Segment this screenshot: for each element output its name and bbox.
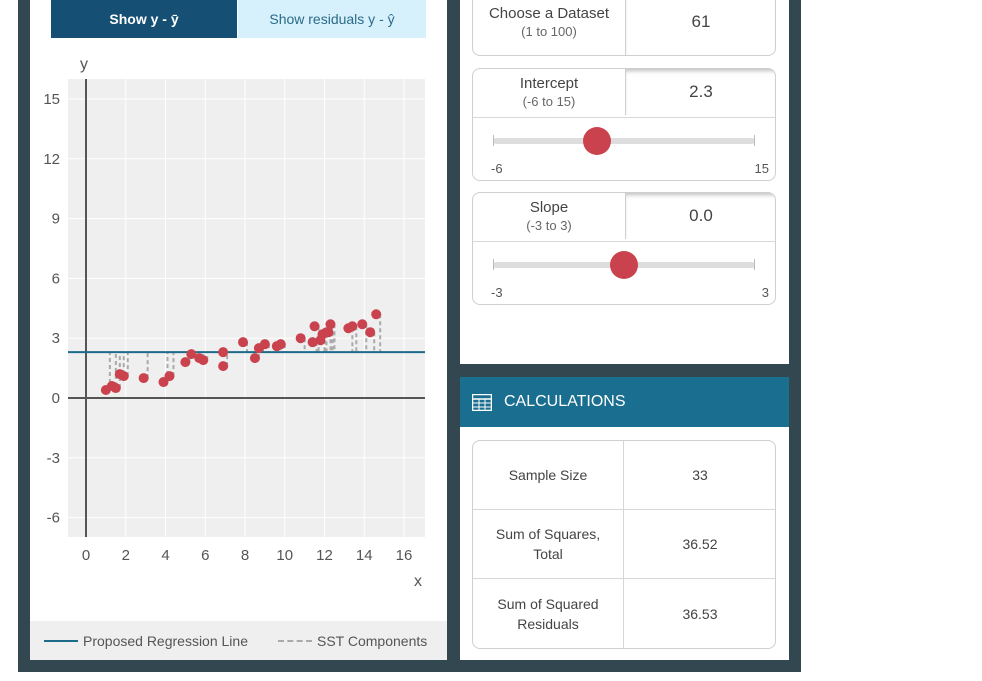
intercept-slider[interactable]: -6 15	[473, 117, 775, 180]
intercept-card: Intercept (-6 to 15) 2.3 -6 15	[472, 68, 776, 181]
data-point	[347, 321, 358, 332]
data-point	[218, 361, 229, 372]
legend-sst-label: SST Components	[317, 632, 428, 649]
intercept-label: Intercept	[519, 75, 579, 92]
calculations-body: Sample Size 33 Sum of Squares, Total 36.…	[460, 427, 789, 660]
table-row: Sum of Squared Residuals 36.53	[473, 579, 775, 648]
x-tick-label: 4	[161, 547, 169, 564]
dataset-label-box: Choose a Dataset (1 to 100)	[473, 0, 625, 55]
dataset-range: (1 to 100)	[521, 24, 577, 39]
legend-dash-swatch	[278, 639, 312, 642]
chart-legend: Proposed Regression Line SST Components	[30, 621, 447, 660]
intercept-slider-track[interactable]	[493, 138, 755, 144]
slope-slider[interactable]: -3 3	[473, 241, 775, 304]
intercept-track-end	[754, 135, 755, 146]
data-point	[325, 319, 336, 330]
intercept-range: (-6 to 15)	[522, 94, 576, 109]
slope-label-box: Slope (-3 to 3)	[473, 193, 625, 239]
intercept-min-label: -6	[491, 161, 503, 176]
data-point	[164, 371, 175, 382]
controls-panel: Choose a Dataset (1 to 100) 61 Intercept…	[460, 0, 789, 364]
intercept-input[interactable]: 2.3	[625, 69, 775, 115]
x-tick-label: 16	[396, 547, 413, 564]
y-tick-label: 9	[52, 211, 60, 228]
sst-label: Sum of Squares, Total	[495, 526, 601, 562]
slope-max-label: 3	[761, 285, 769, 300]
data-point	[249, 353, 260, 364]
x-axis-label: x	[414, 573, 422, 590]
intercept-track-start	[493, 135, 494, 146]
ssr-value: 36.53	[623, 579, 775, 648]
data-point	[186, 349, 197, 360]
scatter-chart: 0 2 4 6 8 10 12 14 16 -6 -3 0 3 6 9 12 15 y x	[43, 56, 425, 590]
plot-background	[68, 79, 425, 537]
legend-sst-components: SST Components	[248, 633, 427, 649]
y-tick-label: 12	[43, 151, 60, 168]
y-tick-label: 15	[43, 91, 60, 108]
calculations-title: CALCULATIONS	[504, 393, 626, 410]
slope-row: Slope (-3 to 3) 0.0	[473, 193, 775, 239]
y-tick-label: 3	[52, 330, 60, 347]
data-point	[198, 355, 209, 366]
data-point	[365, 327, 376, 338]
x-tick-label: 10	[276, 547, 293, 564]
data-point	[371, 309, 382, 320]
y-axis-label: y	[80, 56, 88, 73]
intercept-row: Intercept (-6 to 15) 2.3	[473, 69, 775, 115]
tab-show-y-deviation[interactable]: Show y - ȳ	[51, 0, 237, 38]
sst-value: 36.52	[623, 510, 775, 578]
dataset-input[interactable]: 61	[625, 0, 775, 55]
dataset-label: Choose a Dataset	[488, 5, 610, 22]
y-tick-label: 0	[52, 390, 60, 407]
y-tick-label: -3	[47, 450, 60, 467]
intercept-slider-handle[interactable]	[582, 127, 611, 155]
data-point	[295, 333, 306, 344]
dataset-row: Choose a Dataset (1 to 100) 61	[473, 0, 775, 55]
data-point	[307, 337, 318, 348]
table-row: Sample Size 33	[473, 441, 775, 510]
intercept-max-label: 15	[754, 161, 769, 176]
slope-track-end	[754, 259, 755, 270]
table-row: Sum of Squares, Total 36.52	[473, 510, 775, 579]
data-point	[110, 383, 121, 394]
data-point	[218, 347, 229, 358]
legend-regression-line: Proposed Regression Line	[30, 633, 248, 649]
legend-line-swatch	[44, 639, 78, 642]
slope-min-label: -3	[491, 285, 503, 300]
data-point	[259, 339, 270, 350]
calculations-table: Sample Size 33 Sum of Squares, Total 36.…	[472, 440, 776, 649]
tab-show-residuals[interactable]: Show residuals y - ŷ	[238, 0, 426, 38]
x-tick-label: 12	[316, 547, 333, 564]
slope-range: (-3 to 3)	[526, 218, 572, 233]
sample-size-label: Sample Size	[508, 467, 588, 483]
slope-slider-handle[interactable]	[610, 251, 638, 279]
intercept-label-box: Intercept (-6 to 15)	[473, 69, 625, 115]
slope-card: Slope (-3 to 3) 0.0 -3 3	[472, 192, 776, 305]
data-point	[321, 327, 332, 338]
x-tick-label: 8	[241, 547, 249, 564]
slope-label: Slope	[529, 199, 569, 216]
table-icon	[472, 393, 492, 411]
ssr-label: Sum of Squared Residuals	[497, 595, 599, 632]
data-point	[238, 337, 249, 348]
x-tick-label: 14	[356, 547, 373, 564]
data-point	[180, 357, 191, 368]
dataset-card: Choose a Dataset (1 to 100) 61	[472, 0, 776, 56]
data-point	[275, 339, 286, 350]
x-tick-label: 0	[82, 547, 90, 564]
y-tick-label: -6	[47, 510, 60, 527]
calculations-header: CALCULATIONS	[460, 377, 789, 427]
slope-input[interactable]: 0.0	[625, 193, 775, 239]
data-point	[309, 321, 320, 332]
legend-line-label: Proposed Regression Line	[83, 632, 248, 649]
data-point	[118, 371, 129, 382]
sample-size-value: 33	[623, 441, 775, 509]
data-point	[138, 373, 149, 384]
data-point	[357, 319, 368, 330]
x-tick-label: 2	[122, 547, 130, 564]
x-tick-label: 6	[201, 547, 209, 564]
y-tick-label: 6	[52, 270, 60, 287]
slope-track-start	[493, 259, 494, 270]
